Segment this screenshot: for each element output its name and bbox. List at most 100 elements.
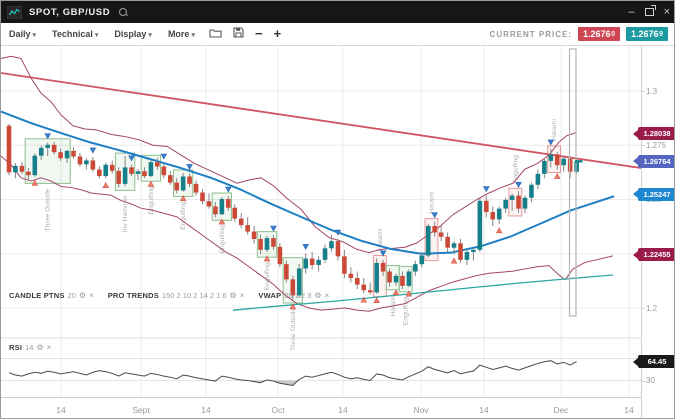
toolbar-menus: Daily ▾ Technical ▾ Display ▾ More ▾ bbox=[9, 29, 195, 39]
candle-body-bear bbox=[271, 238, 276, 247]
popout-button[interactable] bbox=[644, 5, 656, 16]
buy-signal-triangle-icon bbox=[450, 257, 458, 264]
buy-signal-triangle-icon bbox=[289, 303, 297, 310]
indicator-chip-rsi: RSI 14 ⚙ × bbox=[9, 343, 51, 352]
time-tick-label: 14 bbox=[338, 405, 348, 415]
candle-body-bear bbox=[109, 164, 115, 171]
bid-price-badge: 1.2676 0 bbox=[578, 27, 620, 41]
settings-gear-icon[interactable]: ⚙ bbox=[36, 342, 44, 352]
candle-body-bear bbox=[58, 152, 63, 159]
candle-body-bull bbox=[180, 176, 186, 191]
candle-body-bear bbox=[258, 238, 263, 250]
zoom-in-button[interactable]: + bbox=[273, 26, 282, 41]
candle-body-bull bbox=[38, 147, 44, 156]
candle-body-bear bbox=[484, 200, 489, 213]
candle-body-bear bbox=[438, 232, 444, 237]
rsi-oversold-fill bbox=[270, 380, 299, 386]
remove-indicator-icon[interactable]: × bbox=[324, 290, 330, 300]
sell-signal-triangle-icon bbox=[128, 155, 135, 162]
candle-body-bull bbox=[496, 208, 502, 220]
candle-body-bull bbox=[103, 164, 109, 177]
time-axis[interactable]: 14 Sept 14 Oct 14 Nov 14 Dec 14 bbox=[1, 397, 674, 418]
candle-body-bear bbox=[277, 246, 283, 265]
pattern-label: Engulfing bbox=[264, 262, 271, 291]
candle-body-bear bbox=[516, 195, 521, 209]
candle-body-bear bbox=[490, 212, 496, 220]
candle-body-bear bbox=[19, 165, 25, 172]
candle-body-bull bbox=[45, 144, 50, 148]
candle-body-bear bbox=[445, 236, 450, 248]
candle-body-bear bbox=[206, 201, 212, 207]
candle-body-bear bbox=[458, 243, 463, 260]
pattern-label: Engulfing bbox=[403, 297, 410, 326]
pattern-label: Harami bbox=[377, 228, 384, 250]
indicator-params: 20 1 2 3 bbox=[284, 291, 312, 300]
menu-display[interactable]: Display ▾ bbox=[114, 29, 152, 39]
candle-body-bear bbox=[77, 156, 83, 165]
open-folder-icon[interactable] bbox=[209, 25, 222, 43]
settings-gear-icon[interactable]: ⚙ bbox=[78, 290, 87, 300]
buy-signal-triangle-icon bbox=[360, 296, 368, 303]
pattern-label: Engulfing bbox=[180, 201, 187, 230]
sell-signal-triangle-icon bbox=[482, 186, 490, 193]
menu-daily[interactable]: Daily ▾ bbox=[9, 29, 37, 39]
sell-signal-triangle-icon bbox=[270, 225, 277, 232]
sell-signal-triangle-icon bbox=[515, 181, 522, 188]
toolbar-icons: − + bbox=[209, 25, 281, 43]
settings-gear-icon[interactable]: ⚙ bbox=[314, 290, 322, 300]
candle-body-bull bbox=[13, 165, 18, 173]
candle-body-bull bbox=[264, 238, 270, 250]
pattern-label: Three Outside bbox=[290, 308, 297, 351]
candle-body-bull bbox=[303, 258, 308, 269]
price-flag: 1.26764 bbox=[633, 154, 674, 168]
time-tick-label: Nov bbox=[413, 405, 429, 415]
candle-body-bear bbox=[187, 176, 192, 184]
buy-signal-triangle-icon bbox=[553, 172, 561, 179]
settings-gear-icon[interactable]: ⚙ bbox=[229, 290, 237, 300]
indicator-params: 150 2 10 2 14 2 1 6 bbox=[161, 291, 227, 300]
trend-line bbox=[1, 72, 642, 169]
buy-signal-triangle-icon bbox=[373, 297, 380, 303]
price-tick-label: 1.3 bbox=[641, 86, 658, 96]
buy-signal-triangle-icon bbox=[405, 290, 413, 297]
pattern-label: Engulfing bbox=[148, 186, 155, 215]
candle-body-bear bbox=[90, 160, 96, 170]
window-controls: – × bbox=[628, 5, 670, 18]
candle-body-bull bbox=[374, 262, 379, 293]
candle-body-bear bbox=[142, 171, 147, 177]
indicator-name: VWAP bbox=[258, 291, 282, 300]
minimize-button[interactable]: – bbox=[628, 6, 635, 18]
candle-body-bull bbox=[522, 197, 528, 209]
price-tick-label: 1.2 bbox=[641, 303, 658, 313]
candle-body-bull bbox=[122, 167, 128, 184]
candle-body-bear bbox=[432, 225, 437, 233]
candle-body-bull bbox=[135, 171, 141, 174]
search-icon[interactable] bbox=[119, 7, 128, 17]
rsi-level-label: 30 bbox=[642, 376, 655, 385]
sell-signal-triangle-icon bbox=[89, 147, 97, 154]
remove-indicator-icon[interactable]: × bbox=[239, 290, 245, 300]
candle-body-bear bbox=[380, 262, 386, 272]
sell-signal-triangle-icon bbox=[160, 153, 168, 160]
save-icon[interactable] bbox=[233, 25, 244, 43]
candle-body-bear bbox=[213, 206, 218, 215]
title-bar: SPOT, GBP/USD – × bbox=[1, 1, 674, 23]
rsi-value-flag: 64.45 bbox=[633, 355, 674, 369]
indicator-name: CANDLE PTNS bbox=[9, 291, 65, 300]
candle-body-bear bbox=[554, 154, 560, 166]
menu-technical[interactable]: Technical ▾ bbox=[52, 29, 99, 39]
candle-body-bull bbox=[322, 248, 328, 260]
candle-body-bear bbox=[387, 271, 392, 283]
menu-more[interactable]: More ▾ bbox=[167, 29, 195, 39]
window-title: SPOT, GBP/USD bbox=[29, 6, 111, 18]
buy-signal-triangle-icon bbox=[263, 255, 271, 262]
candle-body-bear bbox=[155, 162, 160, 167]
candle-body-bull bbox=[219, 199, 225, 215]
remove-indicator-icon[interactable]: × bbox=[46, 342, 52, 352]
zoom-out-button[interactable]: − bbox=[254, 26, 263, 41]
remove-indicator-icon[interactable]: × bbox=[89, 290, 94, 300]
close-button[interactable]: × bbox=[663, 6, 670, 18]
candle-body-bull bbox=[542, 160, 547, 174]
